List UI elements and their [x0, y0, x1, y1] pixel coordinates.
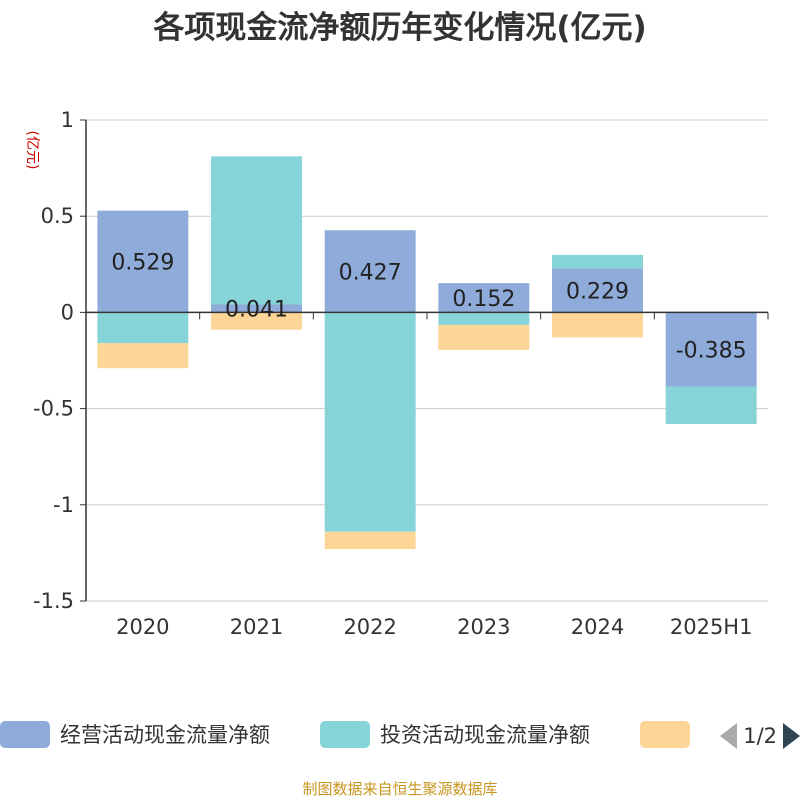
- bar-segment-series-2: [97, 343, 189, 369]
- data-label: 0.529: [111, 251, 174, 276]
- bar-segment-series-0: [97, 210, 189, 313]
- bar-segment-series-1: [665, 386, 757, 424]
- y-tick-label: -1: [53, 493, 74, 517]
- x-tick-label: 2020: [116, 615, 169, 639]
- bar-segment-series-2: [211, 312, 302, 330]
- bar-segment-series-1: [324, 312, 416, 532]
- legend-item-series-2[interactable]: [640, 716, 690, 752]
- source-note: 制图数据来自恒生聚源数据库: [302, 780, 498, 798]
- legend-label-series-1: 投资活动现金流量净额: [380, 723, 590, 747]
- x-tick-label: 2025H1: [670, 615, 753, 639]
- data-label: 0.229: [566, 279, 629, 304]
- bar-segment-series-2: [552, 312, 643, 338]
- y-tick-label: -0.5: [33, 397, 74, 421]
- x-tick-label: 2023: [457, 615, 510, 639]
- legend-prev-page-icon[interactable]: [720, 723, 738, 749]
- y-tick-label: 1: [61, 108, 74, 132]
- legend-swatch-series-0: [0, 720, 50, 748]
- bar-segment-series-1: [211, 156, 302, 305]
- stacked-bar-chart: 1 0.5 0 -0.5 -1 -1.5 (亿元) 2020 2021 2022 2023 2024 2…: [24, 108, 769, 639]
- data-label: 0.041: [225, 297, 288, 322]
- bar-segment-series-0: [211, 304, 302, 313]
- legend-pager: 1/2: [720, 718, 800, 754]
- data-label: 0.152: [452, 287, 515, 312]
- bar-segment-series-2: [438, 324, 530, 350]
- data-label: -0.385: [676, 338, 747, 363]
- legend-label-series-0: 经营活动现金流量净额: [60, 723, 270, 747]
- legend-next-page-icon[interactable]: [783, 723, 800, 749]
- y-tick-label: -1.5: [33, 589, 74, 613]
- y-tick-label: 0: [61, 300, 74, 324]
- y-tick-label: 0.5: [41, 204, 74, 228]
- legend-swatch-series-2: [640, 720, 690, 748]
- legend-page-indicator: 1/2: [743, 724, 777, 748]
- bar-segment-series-0: [324, 230, 416, 313]
- bar-segment-series-0: [438, 283, 530, 313]
- bar-segment-series-1: [552, 254, 643, 269]
- y-axis-label: (亿元): [24, 131, 40, 170]
- bar-segment-series-0: [665, 312, 757, 387]
- legend-swatch-series-1: [320, 720, 370, 748]
- x-tick-label: 2024: [571, 615, 624, 639]
- bar-layer: [97, 156, 757, 550]
- bar-segment-series-1: [97, 312, 189, 344]
- axes: 1 0.5 0 -0.5 -1 -1.5 (亿元) 2020 2021 2022 2023 2024 2…: [24, 108, 769, 639]
- bar-segment-series-1: [438, 312, 530, 325]
- data-label: 0.427: [339, 260, 402, 285]
- legend-item-series-1[interactable]: 投资活动现金流量净额: [320, 716, 590, 752]
- chart-title: 各项现金流净额历年变化情况(亿元): [153, 10, 647, 46]
- data-labels: 0.529 0.041 0.427 0.152 0.229 -0.385: [111, 251, 746, 364]
- bar-segment-series-2: [324, 531, 416, 550]
- legend: 经营活动现金流量净额 投资活动现金流量净额 1/2: [0, 716, 800, 756]
- bar-segment-series-0: [552, 268, 643, 313]
- legend-item-series-0[interactable]: 经营活动现金流量净额: [0, 716, 270, 752]
- x-tick-label: 2022: [343, 615, 396, 639]
- x-tick-label: 2021: [230, 615, 283, 639]
